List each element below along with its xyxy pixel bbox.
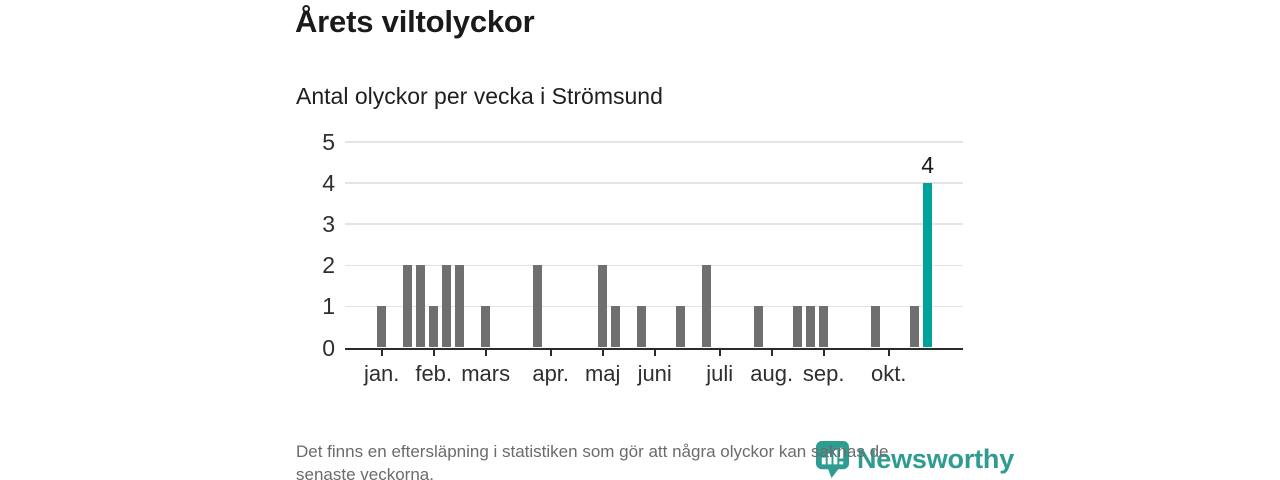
x-axis-tick — [770, 350, 773, 356]
x-axis-tick — [549, 350, 552, 356]
y-axis-label: 5 — [322, 129, 335, 155]
bar-value-label: 4 — [921, 152, 935, 179]
bar — [611, 306, 621, 348]
page-title: Årets viltolyckor — [295, 4, 535, 39]
bar — [533, 265, 543, 348]
y-axis-label: 2 — [322, 252, 335, 279]
gridline — [345, 264, 963, 267]
newsworthy-logo: Newsworthy — [815, 440, 1014, 479]
x-axis-tick — [718, 350, 721, 356]
x-axis-tick — [484, 350, 487, 356]
gridline — [345, 141, 963, 143]
x-axis-month-label: mars — [461, 360, 511, 386]
newsworthy-pin-icon — [815, 440, 850, 479]
x-axis-line — [345, 347, 963, 350]
x-axis-tick — [601, 350, 604, 356]
bar — [598, 265, 608, 348]
bar — [403, 265, 413, 348]
x-axis-tick — [432, 350, 435, 356]
x-axis-month-label: sep. — [802, 360, 845, 386]
bar — [455, 265, 465, 348]
x-axis-month-label: apr. — [532, 360, 570, 386]
bar — [637, 306, 647, 348]
x-axis-tick — [822, 350, 825, 356]
footer-note: Det finns en eftersläpning i statistiken… — [296, 440, 888, 480]
gridline — [345, 182, 963, 184]
x-axis-tick — [380, 350, 383, 356]
y-axis-label: 3 — [322, 211, 335, 238]
bar — [910, 306, 920, 348]
gridline — [345, 305, 963, 308]
bar — [481, 306, 491, 348]
bar — [416, 265, 426, 348]
bar — [377, 306, 387, 348]
bar — [871, 306, 881, 348]
bar — [442, 265, 452, 348]
footer-note-line2: senaste veckorna. — [296, 465, 434, 480]
bar — [793, 306, 803, 348]
x-axis-month-label: maj — [584, 360, 621, 386]
x-axis-month-label: feb. — [415, 360, 453, 386]
bar — [806, 306, 816, 348]
x-axis-month-label: jan. — [363, 360, 400, 386]
page-subtitle: Antal olyckor per vecka i Strömsund — [296, 83, 663, 109]
bar — [429, 306, 439, 348]
x-axis-month-label: juni — [637, 360, 672, 386]
bar — [702, 265, 712, 348]
bar — [676, 306, 686, 348]
y-axis-label: 4 — [322, 170, 335, 197]
x-axis-tick — [653, 350, 656, 356]
x-axis-month-label: aug. — [750, 360, 794, 386]
newsworthy-wordmark: Newsworthy — [857, 444, 1015, 474]
x-axis-month-label: juli — [706, 360, 734, 386]
x-axis-month-label: okt. — [870, 360, 907, 386]
bar-highlighted — [923, 183, 933, 348]
gridline — [345, 223, 963, 225]
footer-note-line1: Det finns en eftersläpning i statistiken… — [296, 442, 889, 461]
y-axis-label: 1 — [322, 293, 335, 320]
x-axis-tick — [887, 350, 890, 356]
y-axis-label: 0 — [322, 334, 335, 361]
bar — [754, 306, 764, 348]
bar — [819, 306, 829, 348]
